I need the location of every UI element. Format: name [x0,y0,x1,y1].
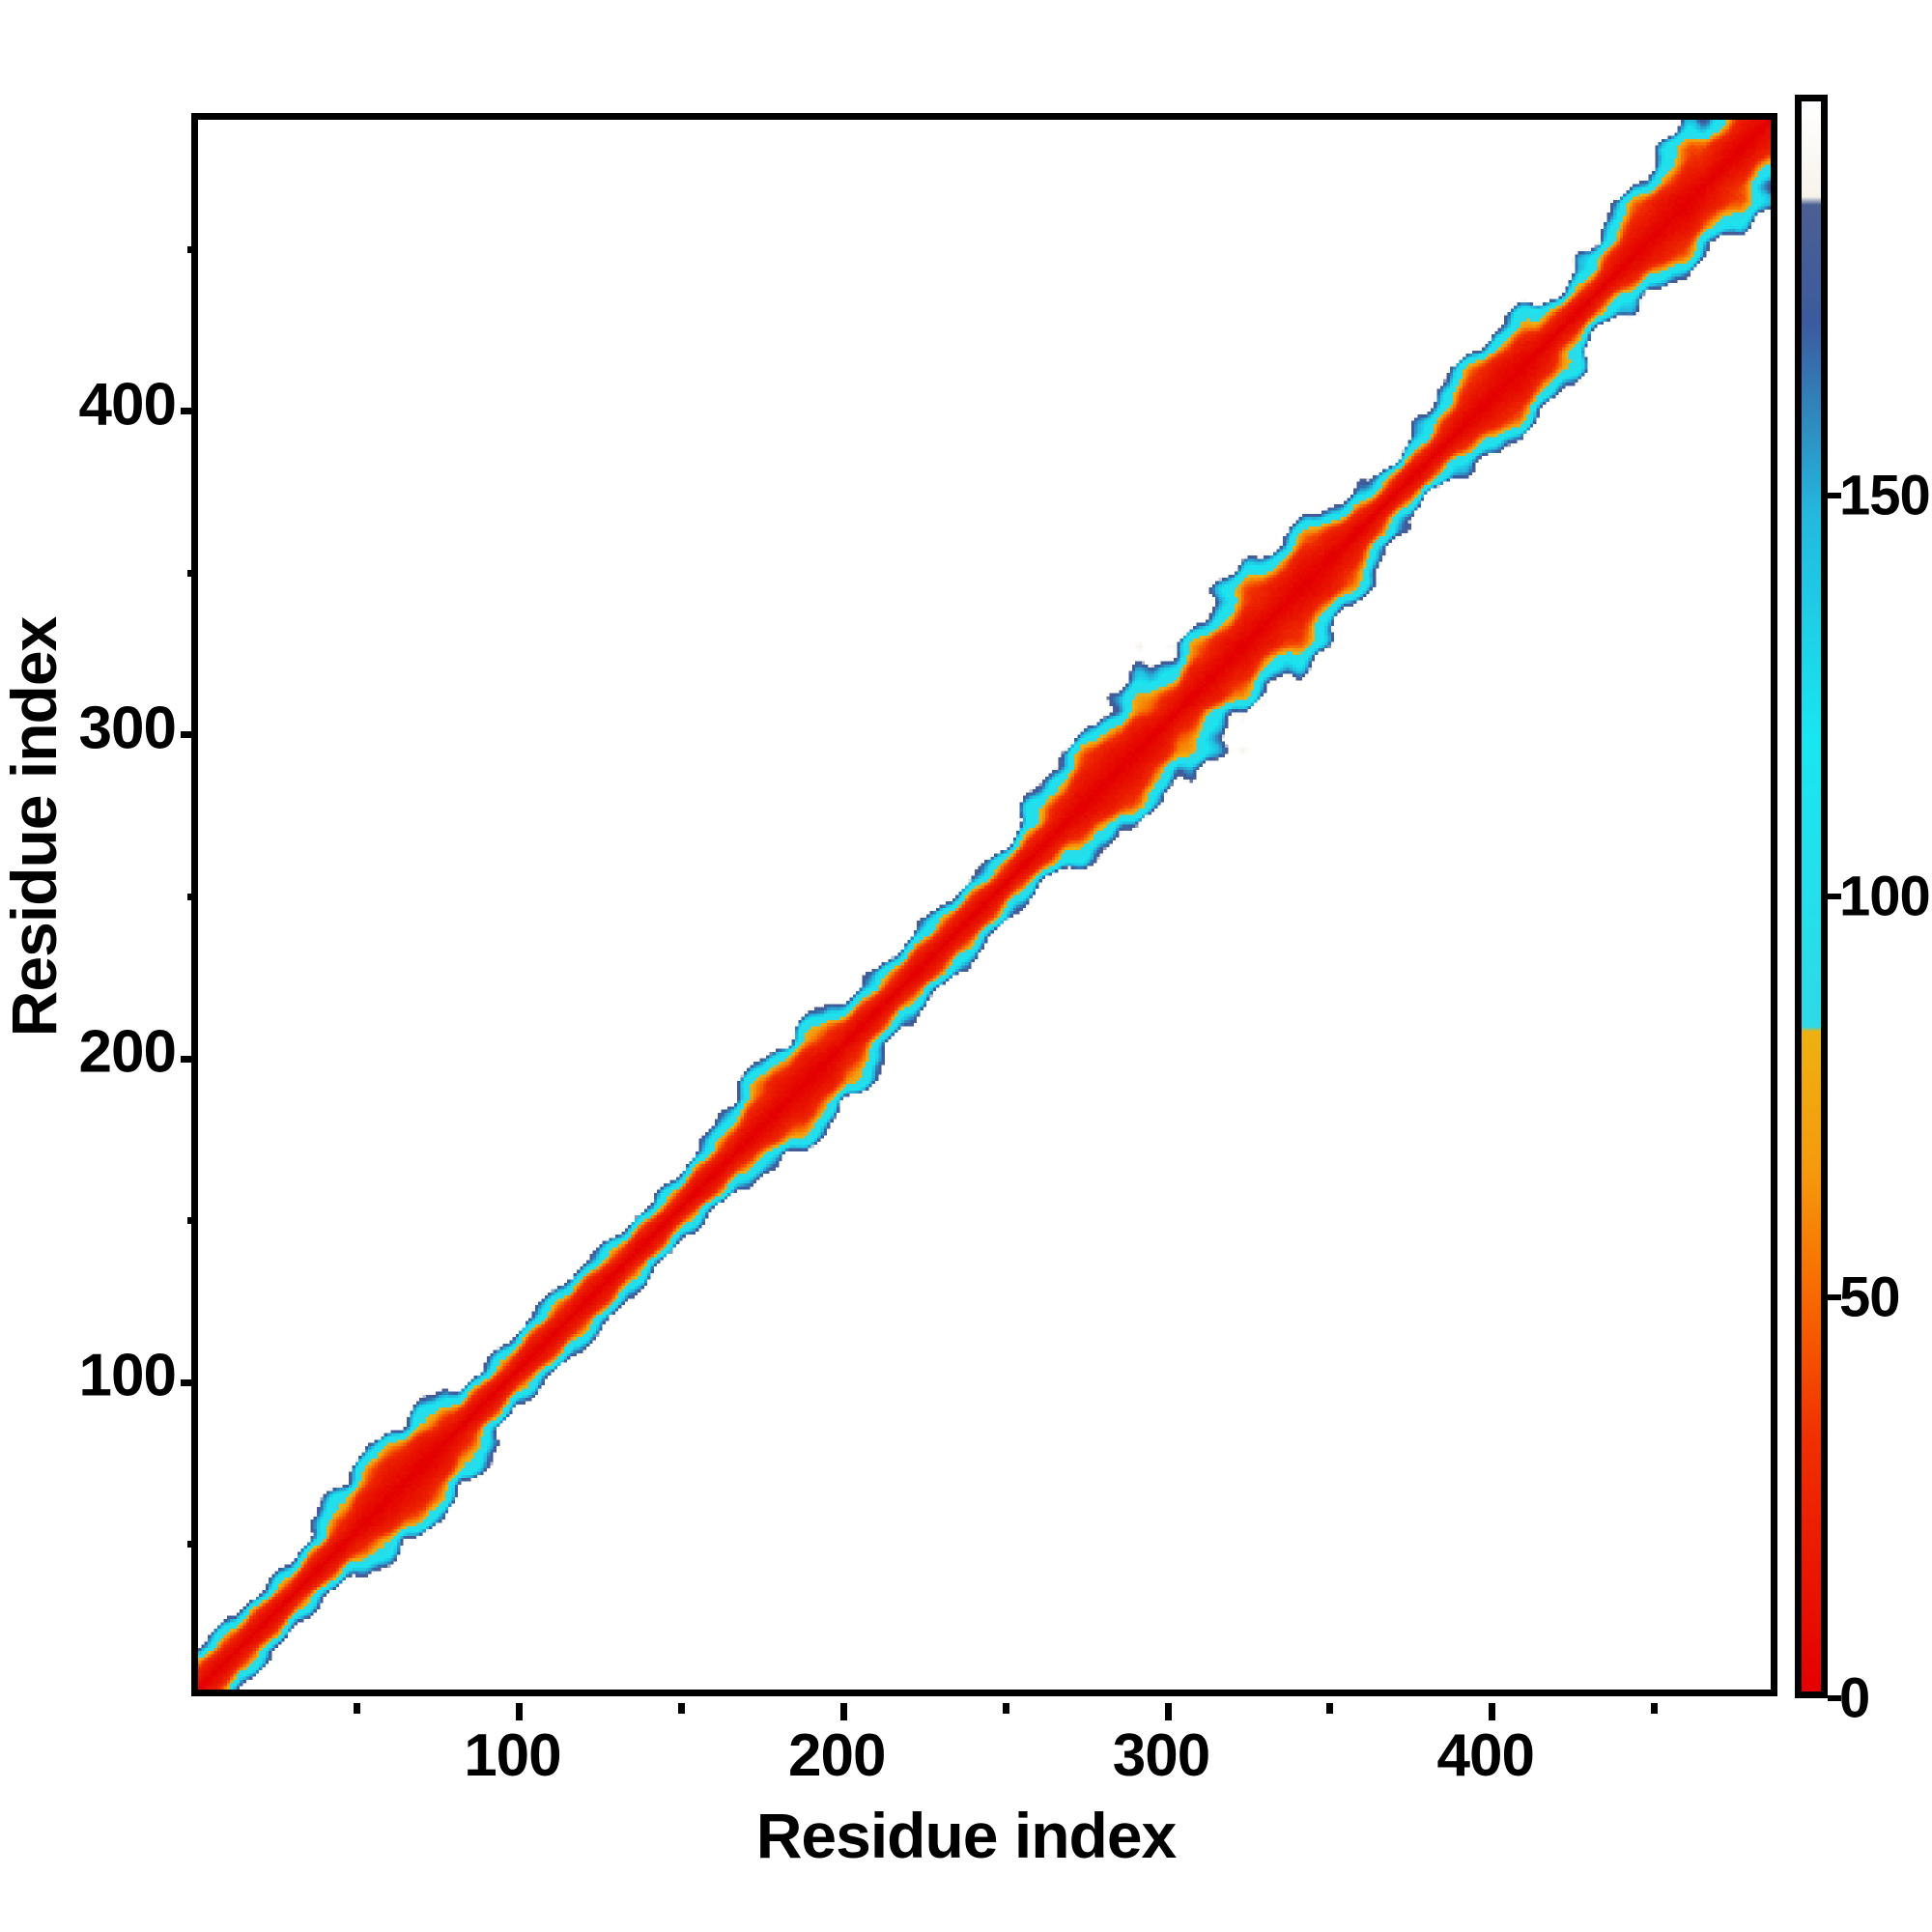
x-tick-minor [1002,1703,1009,1714]
colorbar-gradient [1795,95,1828,1698]
colorbar-tick-label-150: 150 [1839,464,1931,527]
colorbar-tick-0 [1828,1695,1841,1701]
colorbar-tick-label-100: 100 [1839,865,1931,928]
y-tick-label-200: 200 [78,1018,177,1086]
y-tick-minor [187,1541,198,1548]
y-tick-300 [181,731,198,739]
x-tick-label-100: 100 [464,1722,561,1789]
x-tick-label-400: 400 [1436,1722,1535,1789]
colorbar: 0 50 100 150 [1795,95,1931,1730]
plot-area [181,113,1777,1720]
y-tick-200 [181,1055,198,1063]
y-tick-label-400: 400 [78,371,177,439]
colorbar-tick-label-50: 50 [1839,1265,1901,1329]
x-tick-400 [1489,1703,1496,1720]
y-tick-minor [187,245,198,253]
x-tick-label-300: 300 [1112,1722,1210,1789]
x-tick-200 [839,1703,847,1720]
x-tick-100 [515,1703,523,1720]
y-tick-label-300: 300 [78,695,177,762]
y-tick-400 [181,408,198,415]
colorbar-tick-label-0: 0 [1839,1666,1870,1730]
x-tick-300 [1164,1703,1172,1720]
x-tick-label-200: 200 [787,1722,886,1789]
y-tick-minor [187,893,198,900]
x-tick-minor [1651,1703,1659,1714]
y-tick-minor [187,1217,198,1225]
y-tick-100 [181,1378,198,1386]
y-axis-title: Residue index [0,616,70,1037]
heatmap-canvas [198,120,1771,1690]
colorbar-tick-100 [1828,894,1841,899]
x-tick-minor [1326,1703,1334,1714]
x-tick-minor [354,1703,361,1714]
colorbar-tick-50 [1828,1294,1841,1300]
colorbar-fill [1802,101,1821,1691]
x-tick-minor [677,1703,685,1714]
y-tick-label-100: 100 [78,1342,177,1409]
y-tick-minor [187,569,198,577]
x-axis-title: Residue index [755,1800,1177,1871]
colorbar-tick-150 [1828,493,1841,498]
